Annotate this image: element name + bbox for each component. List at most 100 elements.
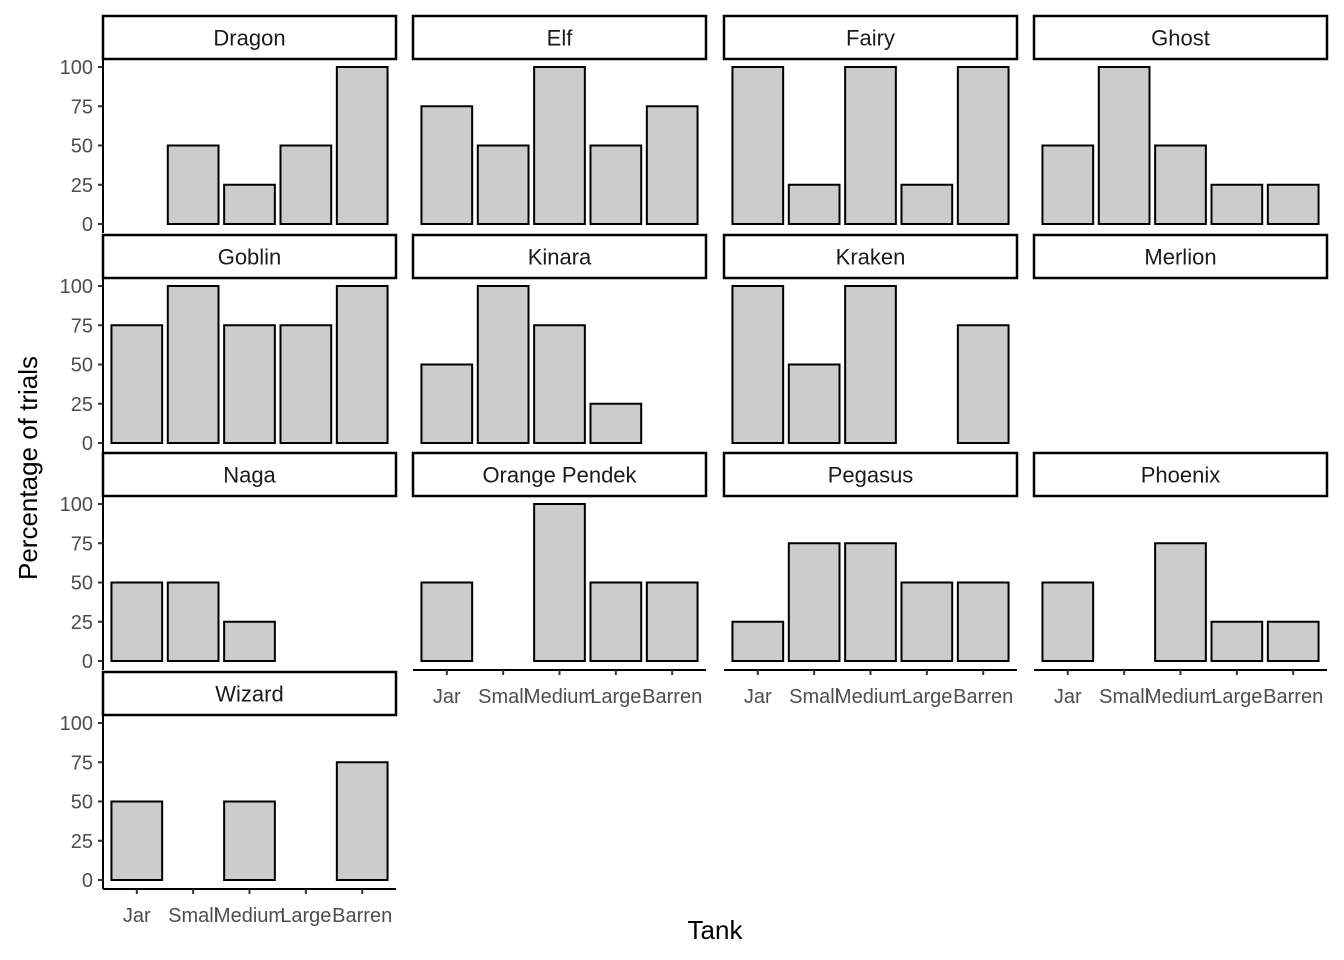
facet-strip: [411, 14, 708, 61]
facet-strip-label: Elf: [547, 26, 574, 51]
y-tick-label: 25: [71, 612, 93, 634]
bar: [1266, 620, 1320, 662]
y-tick-label: 0: [82, 433, 93, 455]
bar: [166, 144, 220, 225]
y-tick-label: 100: [60, 713, 93, 735]
x-tick-label: Small: [789, 686, 839, 708]
x-tick-label: Jar: [433, 686, 461, 708]
bar: [731, 285, 785, 444]
bar: [900, 183, 954, 225]
bar: [1041, 144, 1095, 225]
facet-strip-label: Dragon: [213, 26, 285, 51]
bar: [279, 144, 333, 225]
panel-ghost: Ghost: [1032, 14, 1329, 225]
panel-fairy: Fairy: [722, 14, 1019, 225]
bar: [335, 285, 389, 444]
bar: [533, 66, 586, 225]
bar: [223, 800, 276, 881]
y-tick-label: 100: [60, 57, 93, 79]
facet-strip: [101, 233, 398, 280]
facet-strip-label: Naga: [223, 463, 276, 488]
x-tick-label: Large: [1211, 686, 1262, 708]
x-tick-label: Small: [1099, 686, 1149, 708]
x-tick-label: Jar: [123, 905, 151, 927]
bar: [166, 285, 220, 444]
facet-strip-label: Kraken: [836, 245, 906, 270]
bar: [787, 183, 841, 225]
bar: [956, 581, 1010, 662]
x-tick-label: Medium: [835, 686, 906, 708]
y-axis-title: Percentage of trials: [13, 356, 43, 580]
bar: [787, 363, 841, 444]
y-tick-label: 25: [71, 831, 93, 853]
facet-strip: [101, 14, 398, 61]
bar: [589, 581, 643, 662]
facet-strip-label: Wizard: [215, 682, 283, 707]
x-tick-label: Barren: [332, 905, 392, 927]
y-tick-label: 100: [60, 276, 93, 298]
y-tick-label: 75: [71, 533, 93, 555]
facet-strip: [1032, 451, 1329, 498]
bar: [1210, 183, 1264, 225]
bar: [110, 581, 164, 662]
y-tick-label: 75: [71, 315, 93, 337]
bar: [956, 66, 1010, 225]
bar: [1097, 66, 1151, 225]
bar: [223, 620, 276, 662]
facet-strip-label: Orange Pendek: [482, 463, 637, 488]
bar: [1154, 542, 1207, 662]
x-axis-title: Tank: [688, 915, 744, 945]
facet-strip: [722, 451, 1019, 498]
x-tick-label: Large: [280, 905, 331, 927]
bar: [279, 324, 333, 444]
bar: [645, 105, 699, 225]
bar: [589, 402, 643, 444]
bar: [1154, 144, 1207, 225]
bar: [787, 542, 841, 662]
y-tick-label: 50: [71, 355, 93, 377]
bar: [645, 581, 699, 662]
facet-strip-label: Ghost: [1151, 26, 1210, 51]
facet-strip: [101, 451, 398, 498]
y-tick-label: 100: [60, 494, 93, 516]
bar: [956, 324, 1010, 444]
bar: [420, 363, 474, 444]
bar: [420, 105, 474, 225]
facet-strip-label: Phoenix: [1141, 463, 1221, 488]
bar: [900, 581, 954, 662]
bar: [166, 581, 220, 662]
x-tick-label: Large: [901, 686, 952, 708]
x-tick-label: Jar: [1054, 686, 1082, 708]
panel-dragon: Dragon 0 25 50 75 100: [60, 14, 398, 236]
y-tick-label: 50: [71, 136, 93, 158]
bar: [1266, 183, 1320, 225]
x-tick-label: Jar: [744, 686, 772, 708]
panel-kinara: Kinara: [411, 233, 708, 444]
y-tick-label: 0: [82, 214, 93, 236]
facet-strip: [1032, 14, 1329, 61]
x-tick-label: Barren: [642, 686, 702, 708]
bar: [110, 324, 164, 444]
y-tick-label: 0: [82, 870, 93, 892]
x-tick-label: Small: [478, 686, 528, 708]
facet-strip-label: Kinara: [528, 245, 592, 270]
y-tick-label: 75: [71, 752, 93, 774]
facet-strip: [411, 451, 708, 498]
x-tick-label: Medium: [524, 686, 595, 708]
bar: [110, 800, 164, 881]
y-tick-label: 50: [71, 792, 93, 814]
bar: [335, 66, 389, 225]
facet-strip-label: Fairy: [846, 26, 895, 51]
bar: [223, 183, 276, 225]
facet-strip: [722, 233, 1019, 280]
bar: [476, 144, 530, 225]
bar: [844, 285, 897, 444]
facet-strip: [101, 670, 398, 717]
bar: [844, 66, 897, 225]
bar: [335, 761, 389, 881]
panel-goblin: Goblin 0 25 50 75 100: [60, 233, 398, 455]
